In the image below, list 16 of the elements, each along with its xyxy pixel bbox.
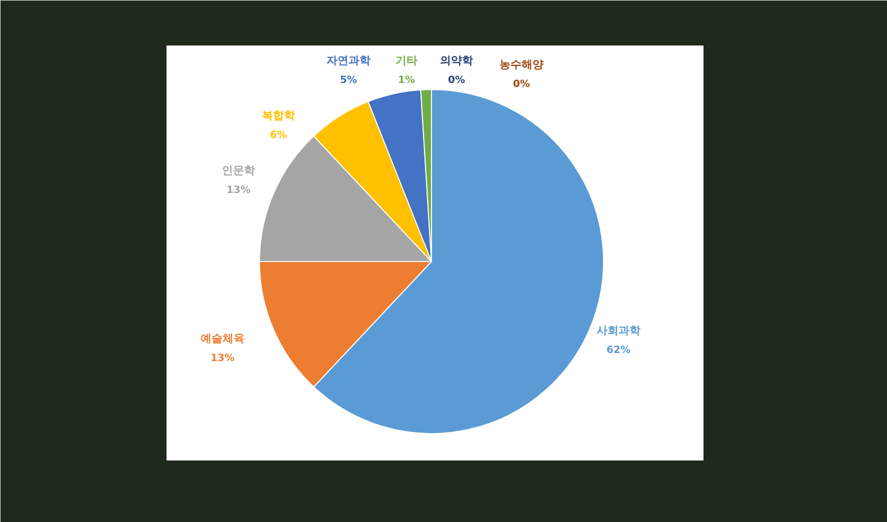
slice-label: 자연과학 [326, 54, 370, 67]
slice-label: 인문학 [222, 164, 255, 177]
slice-label: 복합학 [262, 109, 295, 122]
data-label: 62% [606, 345, 630, 356]
text: 0% [448, 75, 465, 86]
slice-label: 사회과학 [596, 324, 640, 337]
slice-label: 예술체육 [200, 332, 244, 345]
data-label: 1% [398, 75, 415, 86]
category-label: 의약학 [440, 54, 473, 67]
text: 0% [513, 79, 530, 90]
data-label: 6% [270, 130, 287, 141]
data-label: 5% [340, 75, 357, 86]
slice-label: 기타 [396, 54, 418, 67]
category-label: 농수해양 [500, 58, 544, 71]
data-label: 13% [226, 185, 250, 196]
data-label: 13% [210, 353, 234, 364]
